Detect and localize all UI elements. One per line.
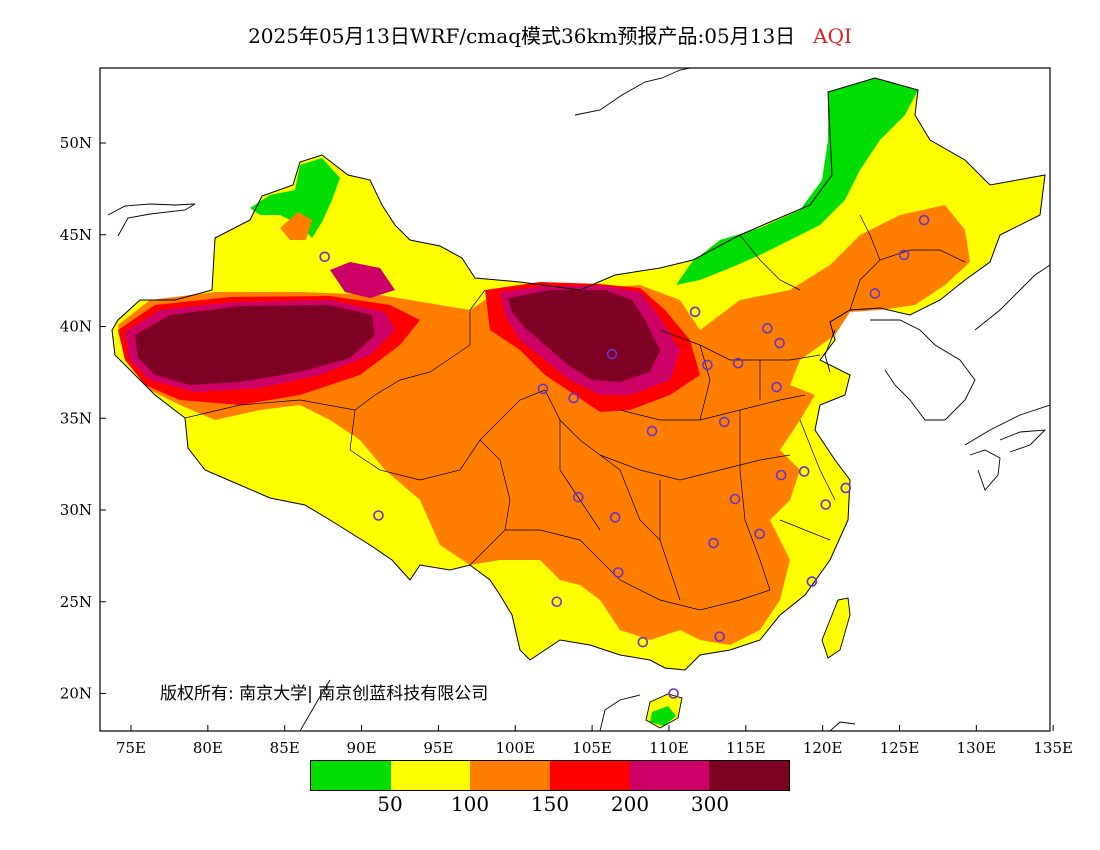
station-marker	[373, 510, 384, 521]
legend-swatch	[390, 761, 471, 790]
legend-swatch	[470, 761, 551, 790]
station-marker	[537, 383, 549, 395]
station-marker	[714, 631, 725, 642]
lat-label: 50N	[60, 134, 92, 152]
aqi-region-hazardous	[135, 290, 660, 385]
aqi-region-good-northeast	[676, 78, 918, 285]
coastlines	[107, 68, 1050, 731]
station-marker	[898, 249, 910, 261]
station-marker	[612, 567, 624, 578]
lon-label: 130E	[957, 739, 997, 757]
lon-label: 115E	[726, 739, 766, 757]
station-marker	[637, 636, 649, 648]
station-marker	[820, 499, 832, 510]
aqi-region-usg-tibet-west	[280, 212, 312, 240]
monitoring-stations	[319, 214, 930, 699]
station-marker	[609, 512, 621, 523]
map-frame	[99, 67, 1051, 732]
legend-swatch	[709, 761, 790, 790]
station-marker	[774, 337, 785, 349]
lon-label: 80E	[193, 739, 223, 757]
legend-threshold: 50	[377, 792, 403, 816]
latitude-axis: 50N 45N 40N 35N 30N 25N 20N	[60, 134, 106, 703]
legend-labels: 50 100 150 200 300	[0, 792, 1100, 822]
lon-label: 95E	[423, 739, 453, 757]
station-marker	[646, 425, 658, 437]
lon-label: 120E	[803, 739, 843, 757]
title-text: 2025年05月13日WRF/cmaq模式36km预报产品:05月13日	[248, 24, 796, 48]
station-marker	[572, 491, 584, 503]
lon-label: 105E	[572, 739, 612, 757]
station-marker	[754, 528, 765, 540]
station-marker	[708, 537, 719, 549]
legend-threshold: 200	[610, 792, 650, 816]
lon-label: 125E	[880, 739, 920, 757]
station-marker	[775, 469, 787, 481]
aqi-region-good-northwest	[250, 158, 340, 238]
station-marker	[718, 416, 730, 428]
legend-threshold: 150	[530, 792, 570, 816]
station-marker	[762, 323, 773, 334]
station-marker	[668, 688, 679, 699]
lat-label: 20N	[60, 685, 92, 703]
station-marker	[771, 381, 782, 393]
station-marker	[798, 466, 810, 477]
longitude-axis: 75E 80E 85E 90E 95E 100E 105E 110E 115E 120E 125E 1…	[116, 725, 1073, 757]
lon-label: 110E	[649, 739, 689, 757]
station-marker	[732, 357, 744, 369]
legend-colorbar	[310, 760, 790, 791]
lon-label: 100E	[495, 739, 535, 757]
china-border	[111, 77, 1046, 671]
station-marker	[606, 348, 618, 360]
province-boundaries	[184, 214, 966, 611]
station-marker	[806, 576, 818, 587]
station-marker	[702, 359, 713, 371]
station-marker	[568, 392, 579, 404]
station-marker	[551, 596, 563, 608]
copyright-notice: 版权所有: 南京大学| 南京创蓝科技有限公司	[160, 684, 489, 704]
lat-label: 25N	[60, 593, 92, 611]
legend-threshold: 100	[450, 792, 490, 816]
lon-label: 135E	[1033, 739, 1073, 757]
lon-label: 90E	[347, 739, 377, 757]
station-marker	[319, 251, 330, 263]
lat-label: 40N	[60, 318, 92, 336]
legend-swatch	[550, 761, 630, 790]
page-title: 2025年05月13日WRF/cmaq模式36km预报产品:05月13日 AQI	[0, 20, 1100, 49]
legend-swatch	[311, 761, 391, 790]
lat-label: 35N	[60, 409, 92, 427]
station-marker	[840, 482, 852, 494]
lon-label: 85E	[270, 739, 300, 757]
lat-label: 30N	[60, 501, 92, 519]
station-marker	[689, 306, 701, 318]
aqi-region-moderate-taiwan	[822, 598, 850, 658]
legend-threshold: 300	[690, 792, 730, 816]
legend-swatch	[629, 761, 710, 790]
lat-label: 45N	[60, 226, 92, 244]
lon-label: 75E	[116, 739, 146, 757]
station-marker	[869, 288, 881, 299]
station-marker	[729, 493, 741, 505]
station-marker	[918, 214, 930, 226]
title-variable: AQI	[813, 24, 852, 48]
aqi-region-good-south	[650, 706, 676, 726]
